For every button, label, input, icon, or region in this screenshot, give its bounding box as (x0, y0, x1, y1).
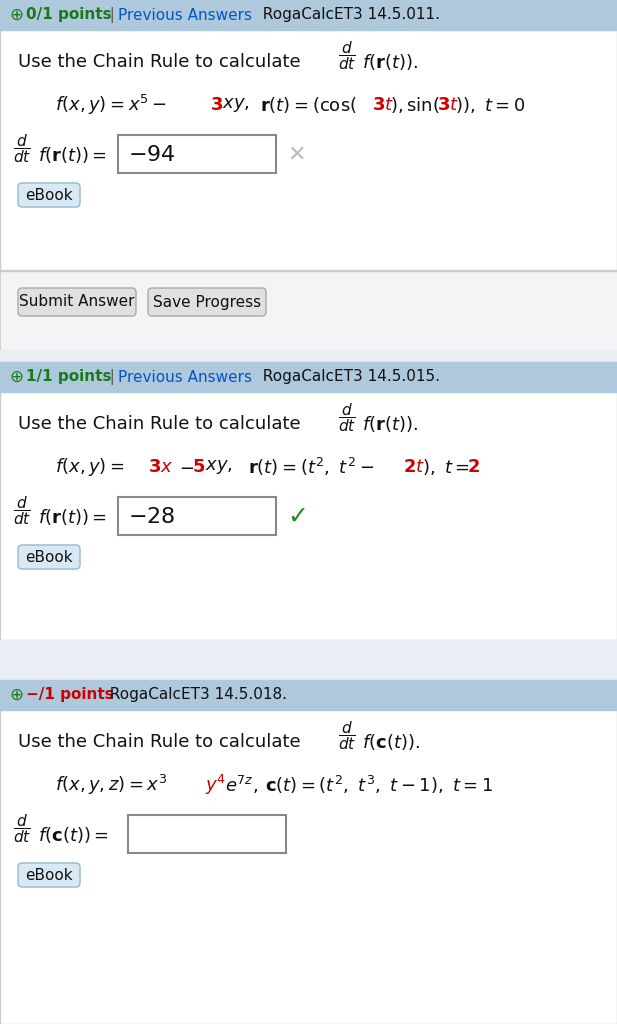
Text: RogaCalcET3 14.5.015.: RogaCalcET3 14.5.015. (253, 370, 440, 384)
Text: $\dfrac{d}{dt}$: $\dfrac{d}{dt}$ (338, 401, 356, 434)
Text: $\dfrac{d}{dt}$: $\dfrac{d}{dt}$ (338, 720, 356, 753)
Text: RogaCalcET3 14.5.011.: RogaCalcET3 14.5.011. (253, 7, 440, 23)
Text: $f(x, y, z) = x^3$: $f(x, y, z) = x^3$ (55, 773, 167, 797)
Text: $), \sin($: $), \sin($ (390, 95, 439, 115)
Text: $f(\mathbf{r}(t)).$: $f(\mathbf{r}(t)).$ (362, 52, 418, 72)
Text: $f(\mathbf{c}(t)) =$: $f(\mathbf{c}(t)) =$ (38, 825, 109, 845)
Text: $\mathbf{3}t$: $\mathbf{3}t$ (437, 96, 459, 114)
Text: $),\ t = $: $),\ t = $ (422, 457, 470, 477)
Text: $f(\mathbf{c}(t)).$: $f(\mathbf{c}(t)).$ (362, 732, 420, 752)
Text: 1/1 points: 1/1 points (26, 370, 112, 384)
Bar (118, 135, 276, 173)
Text: $\oplus$: $\oplus$ (9, 6, 23, 24)
Text: $f(\mathbf{r}(t)) =$: $f(\mathbf{r}(t)) =$ (38, 145, 107, 165)
FancyBboxPatch shape (18, 183, 80, 207)
Text: $f(\mathbf{r}(t)).$: $f(\mathbf{r}(t)).$ (362, 414, 418, 434)
Text: $-94$: $-94$ (128, 145, 176, 165)
Text: Use the Chain Rule to calculate: Use the Chain Rule to calculate (18, 733, 300, 751)
Text: Save Progress: Save Progress (153, 295, 261, 309)
Text: $y^4$: $y^4$ (205, 773, 226, 797)
Text: $\mathbf{r}(t) = (t^2,\ t^2 - $: $\mathbf{r}(t) = (t^2,\ t^2 - $ (248, 456, 375, 478)
Text: $\mathbf{r}(t) = (\cos($: $\mathbf{r}(t) = (\cos($ (260, 95, 357, 115)
Text: Previous Answers: Previous Answers (118, 370, 252, 384)
Text: $f(x, y) = $: $f(x, y) = $ (55, 456, 125, 478)
FancyBboxPatch shape (18, 545, 80, 569)
Text: $\ -\ $: $\ -\ $ (170, 458, 194, 476)
Text: $\mathbf{2}t$: $\mathbf{2}t$ (403, 458, 425, 476)
Text: $\dfrac{d}{dt}$: $\dfrac{d}{dt}$ (338, 40, 356, 73)
Text: 0/1 points: 0/1 points (26, 7, 112, 23)
Text: $\dfrac{d}{dt}$: $\dfrac{d}{dt}$ (13, 495, 31, 527)
Bar (118, 497, 276, 535)
Text: Use the Chain Rule to calculate: Use the Chain Rule to calculate (18, 53, 300, 71)
Bar (0, 350, 617, 362)
FancyBboxPatch shape (18, 288, 136, 316)
Text: $\dfrac{d}{dt}$: $\dfrac{d}{dt}$ (13, 133, 31, 166)
FancyBboxPatch shape (18, 863, 80, 887)
Bar (0, 0, 617, 350)
Bar (0, 680, 617, 1024)
Text: $f(\mathbf{r}(t)) =$: $f(\mathbf{r}(t)) =$ (38, 507, 107, 527)
Text: $\dfrac{d}{dt}$: $\dfrac{d}{dt}$ (13, 813, 31, 846)
Bar (0, 270, 617, 350)
Text: Submit Answer: Submit Answer (19, 295, 135, 309)
Text: |: | (100, 369, 125, 385)
Bar (0, 640, 617, 680)
Text: $e^{7z},$: $e^{7z},$ (225, 774, 258, 796)
Bar (0, 362, 617, 392)
Bar (0, 0, 617, 30)
Text: $\mathbf{5}$: $\mathbf{5}$ (192, 458, 205, 476)
Text: $)),\ t = 0$: $)),\ t = 0$ (455, 95, 525, 115)
Text: $\mathbf{c}(t) = (t^2,\ t^3,\ t - 1),\ t = 1$: $\mathbf{c}(t) = (t^2,\ t^3,\ t - 1),\ t… (265, 774, 493, 796)
Text: RogaCalcET3 14.5.018.: RogaCalcET3 14.5.018. (100, 687, 287, 702)
Text: $\oplus$: $\oplus$ (9, 368, 23, 386)
Text: $f(x, y) = x^5 - $: $f(x, y) = x^5 - $ (55, 93, 167, 117)
Text: ✕: ✕ (287, 145, 305, 165)
Bar (0, 680, 617, 710)
Text: ✓: ✓ (287, 505, 308, 529)
Text: $\mathbf{3}x$: $\mathbf{3}x$ (148, 458, 173, 476)
Text: |: | (100, 7, 125, 23)
Text: $\mathbf{3}$: $\mathbf{3}$ (210, 96, 223, 114)
Text: eBook: eBook (25, 187, 73, 203)
Text: eBook: eBook (25, 550, 73, 564)
Bar (0, 362, 617, 640)
Text: $xy,$: $xy,$ (222, 96, 250, 114)
Text: $\oplus$: $\oplus$ (9, 686, 23, 705)
Text: $\mathbf{3}t$: $\mathbf{3}t$ (372, 96, 394, 114)
Bar (128, 815, 286, 853)
Text: $\mathbf{2}$: $\mathbf{2}$ (467, 458, 480, 476)
Text: eBook: eBook (25, 867, 73, 883)
FancyBboxPatch shape (148, 288, 266, 316)
Text: Previous Answers: Previous Answers (118, 7, 252, 23)
Text: −/1 points: −/1 points (26, 687, 114, 702)
Text: $xy,$: $xy,$ (205, 458, 233, 476)
Text: $-28$: $-28$ (128, 507, 175, 527)
Text: Use the Chain Rule to calculate: Use the Chain Rule to calculate (18, 415, 300, 433)
